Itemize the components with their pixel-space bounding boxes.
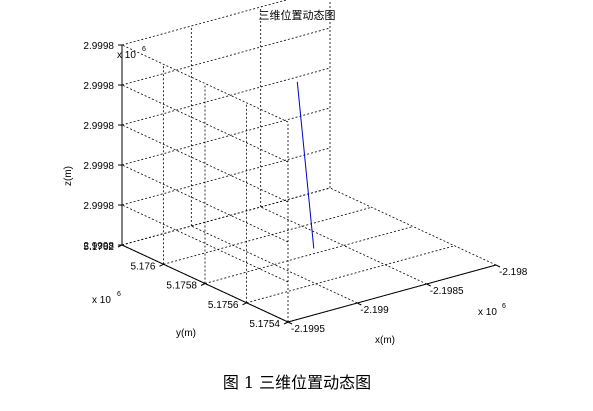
z-tick-label: 2.9998 [83, 121, 114, 132]
y-tick-label: 5.1754 [249, 319, 280, 330]
grid-lines [121, 0, 497, 323]
grid-line-left-z [121, 204, 289, 283]
grid-line-floor-x [191, 225, 358, 304]
x-tick [495, 264, 501, 268]
chart-title: 三维位置动态图 [259, 8, 336, 22]
x-tick-label: -2.1985 [430, 286, 464, 297]
z-tick-label: 2.9998 [83, 201, 114, 212]
x-tick [287, 321, 293, 325]
z-tick-label: 2.9998 [83, 81, 114, 92]
series-line-0 [296, 81, 315, 249]
y-tick-label: 5.1762 [83, 242, 114, 253]
grid-line-floor-y [163, 206, 372, 265]
grid-line-floor-y [246, 245, 455, 304]
grid-line-floor-y [204, 226, 414, 284]
y-exponent-label: x 10 [92, 295, 111, 306]
grid-line-left-z [121, 84, 289, 163]
z-exponent-power: 6 [142, 46, 146, 53]
z-exponent-label: x 10 [117, 50, 136, 61]
grid-line-floor-x [329, 187, 497, 266]
tick-marks [117, 44, 501, 325]
grid-line-left-z [121, 164, 289, 243]
grid-line-back-z [121, 0, 288, 46]
z-axis-label: z(m) [63, 166, 74, 186]
y-tick [283, 321, 289, 325]
y-tick [200, 283, 206, 286]
x-exponent-power: 6 [502, 303, 506, 310]
x-tick [426, 283, 431, 287]
y-axis-label: y(m) [176, 328, 196, 339]
grid-line-left-z [121, 124, 289, 203]
z-tick-label: 2.9998 [83, 161, 114, 172]
grid-line-floor-x [260, 206, 427, 285]
tick-labels: -2.1995 -2.199 -2.1985 -2.198 5.1754 5.1756 5.… [83, 41, 527, 335]
y-tick [159, 263, 164, 267]
y-tick-label: 5.1758 [166, 281, 197, 292]
data-series [296, 81, 315, 249]
x-tick-label: -2.198 [499, 267, 528, 278]
x-axis-label: x(m) [375, 335, 395, 346]
y-tick [242, 302, 247, 306]
grid-line-left-z [121, 44, 289, 123]
figure-caption: 图 1 三维位置动态图 [223, 373, 371, 392]
y-tick-label: 5.1756 [208, 300, 239, 311]
x-axis-line [287, 264, 497, 323]
x-tick [357, 302, 362, 306]
z-tick-label: 2.9998 [83, 241, 114, 252]
x-exponent-label: x 10 [478, 307, 497, 318]
y-exponent-power: 6 [117, 291, 121, 298]
y-tick-label: 5.176 [130, 261, 155, 272]
x-tick-label: -2.199 [360, 305, 389, 316]
z-tick-label: 2.9998 [83, 41, 114, 52]
x-tick-label: -2.1995 [291, 324, 325, 335]
